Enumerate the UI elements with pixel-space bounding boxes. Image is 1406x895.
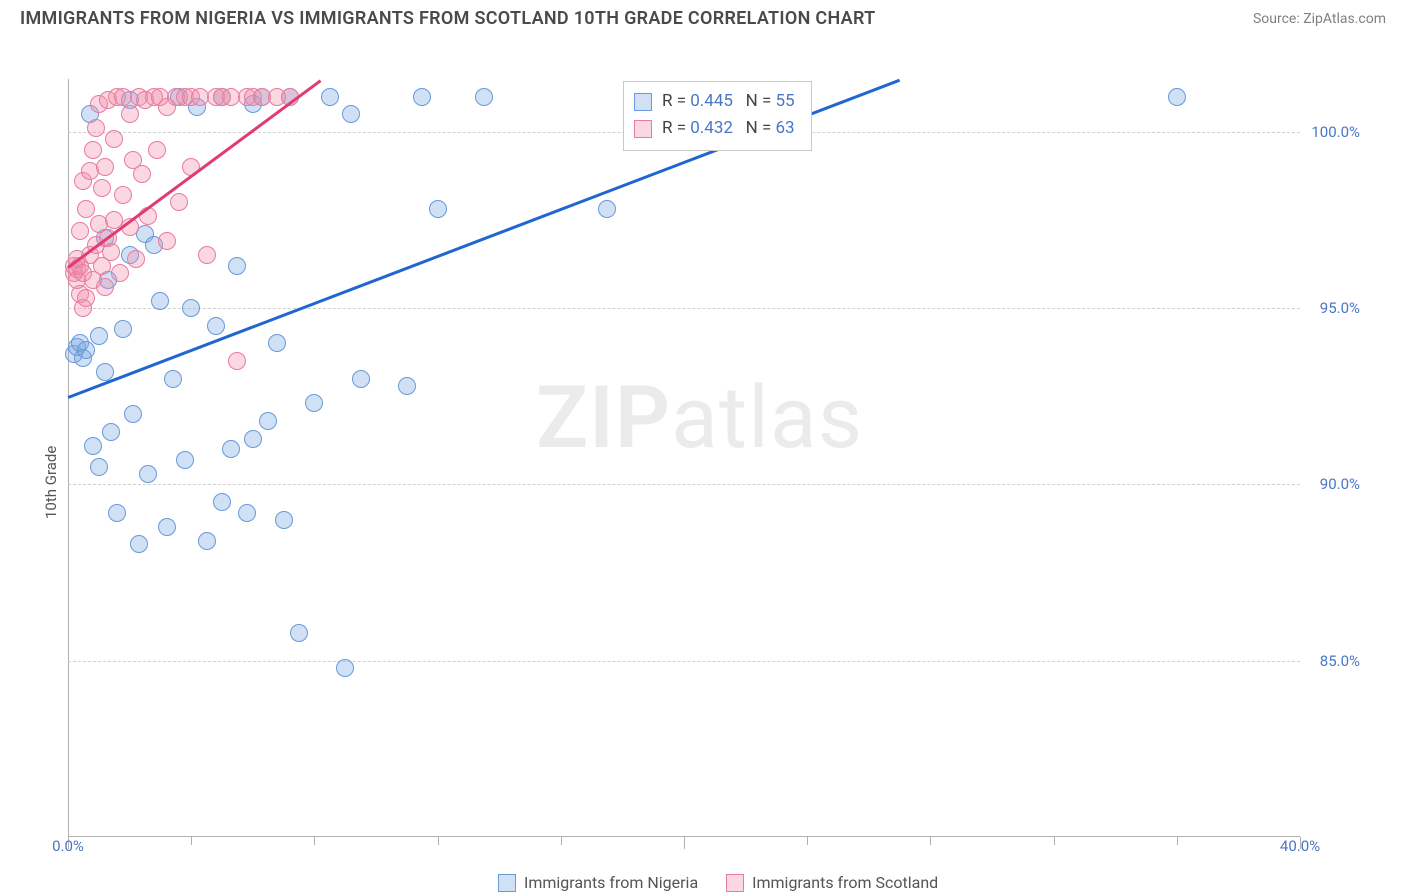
stats-text: R = 0.445 N = 55 [662,88,795,115]
stats-text: R = 0.432 N = 63 [662,115,795,142]
data-point-nigeria [268,334,286,352]
legend-item-nigeria: Immigrants from Nigeria [498,873,698,892]
data-point-nigeria [151,292,169,310]
data-point-scotland [96,158,114,176]
legend-swatch-nigeria [498,874,516,892]
data-point-nigeria [207,317,225,335]
data-point-nigeria [429,200,447,218]
data-point-nigeria [164,370,182,388]
data-point-nigeria [124,405,142,423]
plot-area [68,79,1300,837]
data-point-nigeria [352,370,370,388]
swatch-scotland [634,120,652,138]
x-tick [191,837,192,845]
chart-source: Source: ZipAtlas.com [1253,11,1386,27]
data-point-nigeria [213,493,231,511]
data-point-nigeria [158,518,176,536]
data-point-nigeria [1168,88,1186,106]
data-point-scotland [121,105,139,123]
legend-swatch-scotland [726,874,744,892]
data-point-nigeria [102,423,120,441]
data-point-nigeria [244,430,262,448]
data-point-nigeria [90,327,108,345]
chart-title: IMMIGRANTS FROM NIGERIA VS IMMIGRANTS FR… [20,8,876,29]
stats-row-scotland: R = 0.432 N = 63 [634,115,795,142]
data-point-scotland [198,246,216,264]
x-tick [807,837,808,845]
data-point-nigeria [90,458,108,476]
data-point-scotland [93,179,111,197]
data-point-nigeria [84,437,102,455]
gridline [68,484,1300,485]
data-point-nigeria [413,88,431,106]
data-point-nigeria [108,504,126,522]
data-point-scotland [87,119,105,137]
legend-label: Immigrants from Nigeria [524,873,698,892]
data-point-scotland [77,289,95,307]
data-point-nigeria [598,200,616,218]
y-tick-label: 90.0% [1300,475,1360,493]
y-tick-label: 95.0% [1300,299,1360,317]
data-point-scotland [133,165,151,183]
data-point-nigeria [275,511,293,529]
x-tick-label: 40.0% [1280,837,1320,895]
data-point-scotland [114,186,132,204]
data-point-nigeria [77,341,95,359]
data-point-nigeria [139,465,157,483]
data-point-scotland [170,193,188,211]
data-point-nigeria [176,451,194,469]
data-point-scotland [228,352,246,370]
data-point-nigeria [321,88,339,106]
data-point-scotland [102,243,120,261]
data-point-scotland [84,141,102,159]
x-tick [1177,837,1178,845]
data-point-nigeria [238,504,256,522]
data-point-scotland [105,130,123,148]
data-point-scotland [127,250,145,268]
data-point-nigeria [96,363,114,381]
legend-label: Immigrants from Scotland [752,873,938,892]
data-point-scotland [96,278,114,296]
x-tick-major [684,837,685,849]
data-point-scotland [111,264,129,282]
correlation-chart: ZIPatlas85.0%90.0%95.0%100.0%0.0%40.0%10… [20,39,1386,859]
data-point-nigeria [398,377,416,395]
gridline [68,308,1300,309]
data-point-nigeria [222,440,240,458]
data-point-nigeria [114,320,132,338]
data-point-nigeria [228,257,246,275]
data-point-nigeria [336,659,354,677]
legend-item-scotland: Immigrants from Scotland [726,873,938,892]
x-tick-label: 0.0% [52,837,84,895]
data-point-scotland [148,141,166,159]
data-point-nigeria [130,535,148,553]
data-point-nigeria [305,394,323,412]
stats-row-nigeria: R = 0.445 N = 55 [634,88,795,115]
data-point-scotland [71,222,89,240]
x-tick [561,837,562,845]
data-point-nigeria [182,299,200,317]
data-point-nigeria [259,412,277,430]
x-tick [1054,837,1055,845]
data-point-nigeria [290,624,308,642]
y-axis-title: 10th Grade [42,445,60,518]
x-tick [438,837,439,845]
data-point-nigeria [342,105,360,123]
y-tick-label: 85.0% [1300,652,1360,670]
legend: Immigrants from Nigeria Immigrants from S… [498,873,938,892]
data-point-scotland [158,232,176,250]
y-tick-label: 100.0% [1300,123,1360,141]
data-point-nigeria [475,88,493,106]
x-tick [314,837,315,845]
stats-box: R = 0.445 N = 55R = 0.432 N = 63 [623,81,812,151]
data-point-nigeria [198,532,216,550]
x-tick [930,837,931,845]
swatch-nigeria [634,93,652,111]
gridline [68,661,1300,662]
